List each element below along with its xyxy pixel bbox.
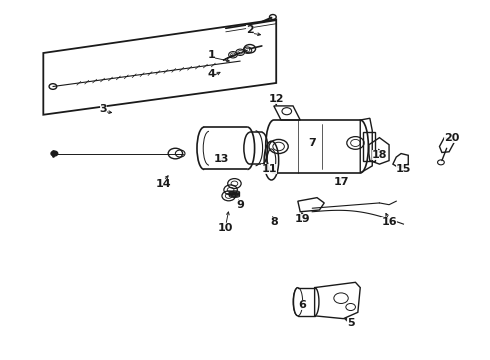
Text: 1: 1 — [207, 50, 215, 60]
Text: 9: 9 — [236, 200, 244, 210]
Text: 15: 15 — [396, 165, 411, 174]
Text: 6: 6 — [299, 300, 307, 310]
Text: 2: 2 — [246, 25, 254, 35]
Circle shape — [51, 151, 58, 156]
Text: 20: 20 — [444, 133, 459, 143]
Text: 13: 13 — [213, 154, 229, 164]
Text: 14: 14 — [155, 179, 171, 189]
Text: 5: 5 — [347, 318, 354, 328]
Text: 12: 12 — [269, 94, 284, 104]
Text: 7: 7 — [308, 138, 316, 148]
Text: 8: 8 — [270, 217, 278, 227]
Text: 18: 18 — [372, 150, 387, 160]
Text: 11: 11 — [261, 165, 277, 174]
Text: 17: 17 — [333, 177, 349, 187]
Text: 19: 19 — [295, 214, 311, 224]
Text: 10: 10 — [218, 222, 233, 233]
Text: 4: 4 — [207, 69, 215, 79]
Text: 16: 16 — [381, 217, 397, 227]
Text: 3: 3 — [99, 104, 107, 114]
